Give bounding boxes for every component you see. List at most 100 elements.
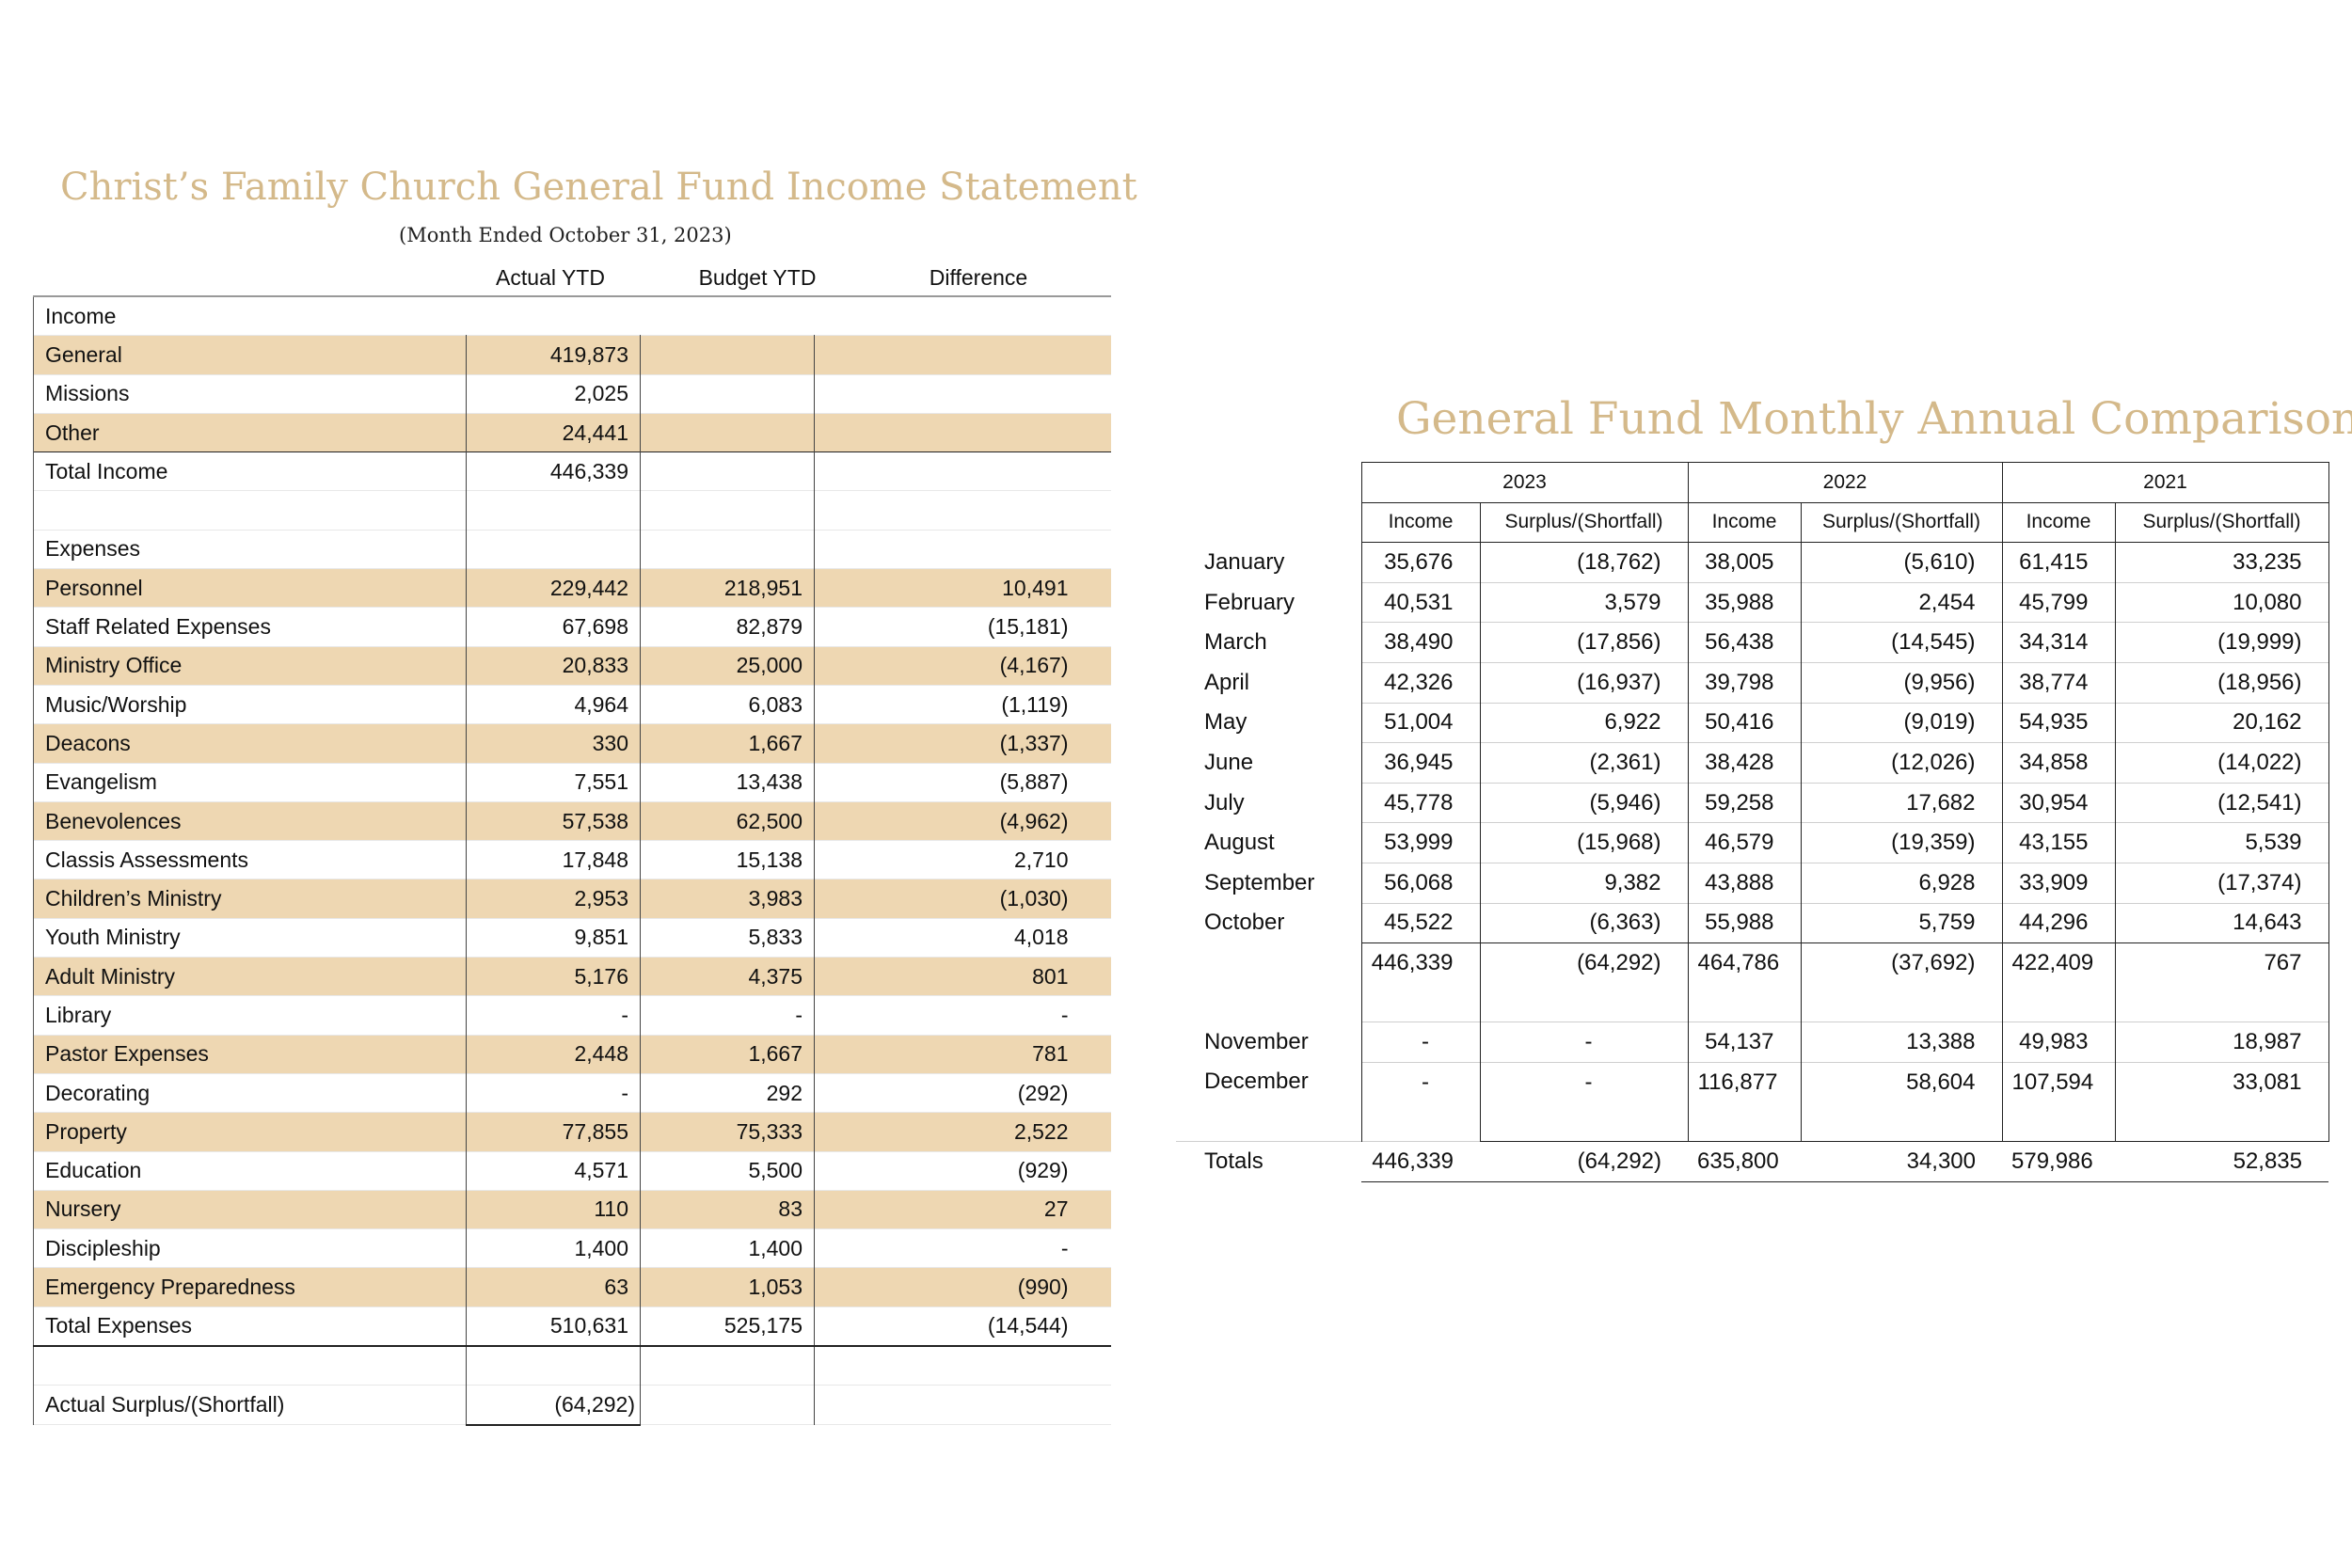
income-value: 38,490 xyxy=(1360,622,1480,663)
budget-ytd-value: 13,438 xyxy=(640,763,815,802)
income-value: 446,339 xyxy=(1360,942,1480,983)
actual-ytd-value: 4,964 xyxy=(466,685,641,724)
income-value: 45,799 xyxy=(2001,581,2115,623)
difference-value: 27 xyxy=(814,1190,1111,1229)
budget-ytd-value: 1,400 xyxy=(640,1228,815,1268)
row-label xyxy=(33,490,467,531)
month-label: August xyxy=(1204,830,1275,856)
income-value: 464,786 xyxy=(1687,942,1801,983)
income-value xyxy=(1360,982,1480,1022)
income-value: 107,594 xyxy=(2001,1061,2115,1102)
surplus-value: 18,987 xyxy=(2114,1022,2329,1063)
row-label: Income xyxy=(33,295,467,336)
income-value: 59,258 xyxy=(1687,782,1801,823)
actual-ytd-value: 229,442 xyxy=(466,568,641,608)
budget-ytd-value: 3,983 xyxy=(640,879,815,919)
month-label: April xyxy=(1204,669,1250,695)
month-label: December xyxy=(1204,1069,1309,1095)
statement-row: Discipleship 1,400 1,400- xyxy=(33,1228,1111,1268)
surplus-value xyxy=(1800,982,2003,1022)
surplus-value: 13,388 xyxy=(1800,1022,2003,1063)
income-value: 55,988 xyxy=(1687,902,1801,943)
row-label: Ministry Office xyxy=(33,646,467,686)
surplus-value: 33,235 xyxy=(2114,542,2329,583)
budget-ytd-value: 5,500 xyxy=(640,1151,815,1191)
surplus-subheader: Surplus/(Shortfall) xyxy=(1800,501,2003,544)
actual-ytd-value: 24,441 xyxy=(466,413,641,452)
comparison-row: February 40,531 3,579 35,988 2,454 45,799 10,0… xyxy=(1176,581,2329,623)
income-value: 46,579 xyxy=(1687,822,1801,863)
statement-row: Personnel 229,442 218,951 10,491 xyxy=(33,568,1111,608)
budget-ytd-value: 83 xyxy=(640,1190,815,1229)
statement-row: Missions 2,025 xyxy=(33,374,1111,414)
income-value xyxy=(1687,982,1801,1022)
surplus-value: (19,999) xyxy=(2114,622,2329,663)
actual-ytd-value: 57,538 xyxy=(466,801,641,841)
month-label xyxy=(1176,1102,1361,1142)
budget-ytd-value: 75,333 xyxy=(640,1112,815,1152)
row-label: Evangelism xyxy=(33,763,467,802)
income-value: 34,858 xyxy=(2001,742,2115,784)
surplus-value: 767 xyxy=(2114,942,2329,983)
budget-ytd-value xyxy=(640,1345,815,1386)
surplus-value xyxy=(2114,1101,2329,1142)
income-value: 49,983 xyxy=(2001,1022,2115,1063)
surplus-value: (15,968) xyxy=(1479,822,1689,863)
col-header-difference: Difference xyxy=(929,265,1028,290)
statement-row: Adult Ministry 5,176 4,375 801 xyxy=(33,957,1111,996)
surplus-value: 58,604 xyxy=(1800,1061,2003,1102)
actual-ytd-value: 9,851 xyxy=(466,918,641,958)
comparison-row: 446,339 (64,292) 464,786 (37,692) 422,409 767 xyxy=(1176,942,2329,983)
income-subheader: Income xyxy=(2001,501,2115,544)
comparison-row xyxy=(1176,982,2329,1022)
corner-blank xyxy=(1176,502,1361,543)
income-value: - xyxy=(1360,1061,1480,1102)
difference-value: 2,710 xyxy=(1013,847,1069,872)
budget-ytd-value: 82,879 xyxy=(640,607,815,647)
month-label xyxy=(1176,983,1361,1022)
budget-ytd-value: 62,500 xyxy=(640,801,815,841)
income-value: 38,774 xyxy=(2001,661,2115,704)
income-value: 116,877 xyxy=(1687,1061,1801,1102)
comparison-row: June 36,945 (2,361) 38,428 (12,026) 34,858 (14… xyxy=(1176,742,2329,784)
corner-blank xyxy=(1176,463,1361,503)
budget-ytd-value: 1,667 xyxy=(640,1035,815,1074)
difference-value: - xyxy=(1060,1235,1069,1260)
surplus-value: (17,374) xyxy=(2114,862,2329,904)
difference-value xyxy=(815,530,1111,568)
actual-ytd-value: 330 xyxy=(466,723,641,764)
statement-row: Property 77,855 75,333 2,522 xyxy=(33,1112,1111,1152)
month-label: January xyxy=(1204,548,1285,575)
budget-ytd-value xyxy=(640,413,815,452)
surplus-value: (14,022) xyxy=(2114,742,2329,784)
comparison-row: Totals 446,339 (64,292) 635,800 34,300 579,98… xyxy=(1176,1141,2328,1182)
difference-value: (4,167) xyxy=(814,646,1111,686)
difference-value xyxy=(815,1386,1111,1425)
statement-row: Ministry Office 20,833 25,000 (4,167) xyxy=(33,646,1111,686)
difference-value xyxy=(814,451,1111,491)
month-label: October xyxy=(1204,910,1285,936)
statement-row: Music/Worship 4,964 6,083 (1,119) xyxy=(33,685,1111,724)
actual-ytd-value: 77,855 xyxy=(466,1112,641,1152)
difference-value xyxy=(814,335,1111,375)
income-value: 45,778 xyxy=(1360,782,1480,823)
income-value: 51,004 xyxy=(1360,702,1480,743)
statement-row: Nursery 110 83 27 xyxy=(33,1190,1111,1229)
col-header-actual: Actual YTD xyxy=(496,265,605,290)
surplus-value: 14,643 xyxy=(2114,902,2329,943)
statement-row: Total Income 446,339 xyxy=(33,451,1111,491)
budget-ytd-value: 1,667 xyxy=(640,723,815,764)
income-value: 446,339 xyxy=(1361,1141,1480,1182)
comparison-row: March 38,490 (17,856) 56,438 (14,545) 34,314(… xyxy=(1176,622,2329,663)
row-label: Property xyxy=(33,1112,467,1152)
statement-row: Staff Related Expenses 67,698 82,879 (15,18… xyxy=(33,607,1111,647)
row-label: Pastor Expenses xyxy=(33,1035,467,1074)
income-subheader: Income xyxy=(1687,501,1801,544)
budget-ytd-value xyxy=(640,374,815,414)
surplus-value: (14,545) xyxy=(1800,622,2003,663)
row-label: Deacons xyxy=(33,723,467,764)
surplus-value: 34,300 xyxy=(1801,1141,2002,1182)
actual-ytd-value: 2,448 xyxy=(466,1035,641,1074)
surplus-value xyxy=(1800,1101,2003,1142)
month-label: May xyxy=(1204,709,1248,736)
